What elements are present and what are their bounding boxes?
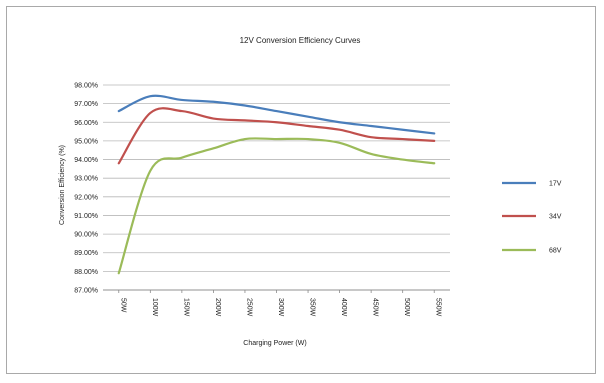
x-tick-label: 250W <box>245 298 252 317</box>
chart-frame <box>6 6 596 374</box>
y-tick-label: 94.00% <box>74 157 98 164</box>
legend-label: 17V <box>549 181 562 188</box>
series-line-17v <box>117 94 436 135</box>
x-tick-label: 50W <box>119 298 126 313</box>
y-tick-label: 96.00% <box>74 120 98 127</box>
x-tick-label: 400W <box>340 298 347 317</box>
legend-label: 68V <box>549 248 562 255</box>
legend-label: 34V <box>549 214 562 221</box>
x-axis-label: Charging Power (W) <box>243 340 306 347</box>
series-line-34v <box>117 107 436 165</box>
x-tick-label: 500W <box>403 298 410 317</box>
y-axis-ticks: 87.00% 88.00% 89.00% 90.00% 91.00% 92.00% 93.0… <box>74 83 98 295</box>
grid-lines <box>103 84 450 291</box>
chart-title: 12V Conversion Efficiency Curves <box>240 36 361 45</box>
x-tick-label: 300W <box>277 298 284 317</box>
x-tick-label: 450W <box>372 298 379 317</box>
y-tick-label: 91.00% <box>74 213 98 220</box>
y-tick-label: 89.00% <box>74 250 98 257</box>
y-tick-label: 95.00% <box>74 138 98 145</box>
y-tick-label: 93.00% <box>74 176 98 183</box>
x-tick-label: 150W <box>182 298 189 317</box>
y-tick-label: 97.00% <box>74 101 98 108</box>
y-tick-label: 90.00% <box>74 232 98 239</box>
series-line-68v <box>117 137 436 275</box>
y-axis-label: Conversion Efficiency (%) <box>59 145 66 225</box>
y-tick-label: 92.00% <box>74 194 98 201</box>
x-tick-label: 100W <box>151 298 158 317</box>
series-lines <box>117 94 436 275</box>
x-tick-label: 200W <box>214 298 221 317</box>
y-tick-label: 88.00% <box>74 269 98 276</box>
x-tick-label: 350W <box>309 298 316 317</box>
y-tick-label: 87.00% <box>74 288 98 295</box>
x-axis-ticks: 50W 100W 150W 200W 250W 300W 350W 400W 450W 500W 5… <box>118 290 442 317</box>
y-tick-label: 98.00% <box>74 83 98 90</box>
x-tick-label: 550W <box>435 298 442 317</box>
chart-legend: 17V 34V 68V <box>502 181 562 255</box>
